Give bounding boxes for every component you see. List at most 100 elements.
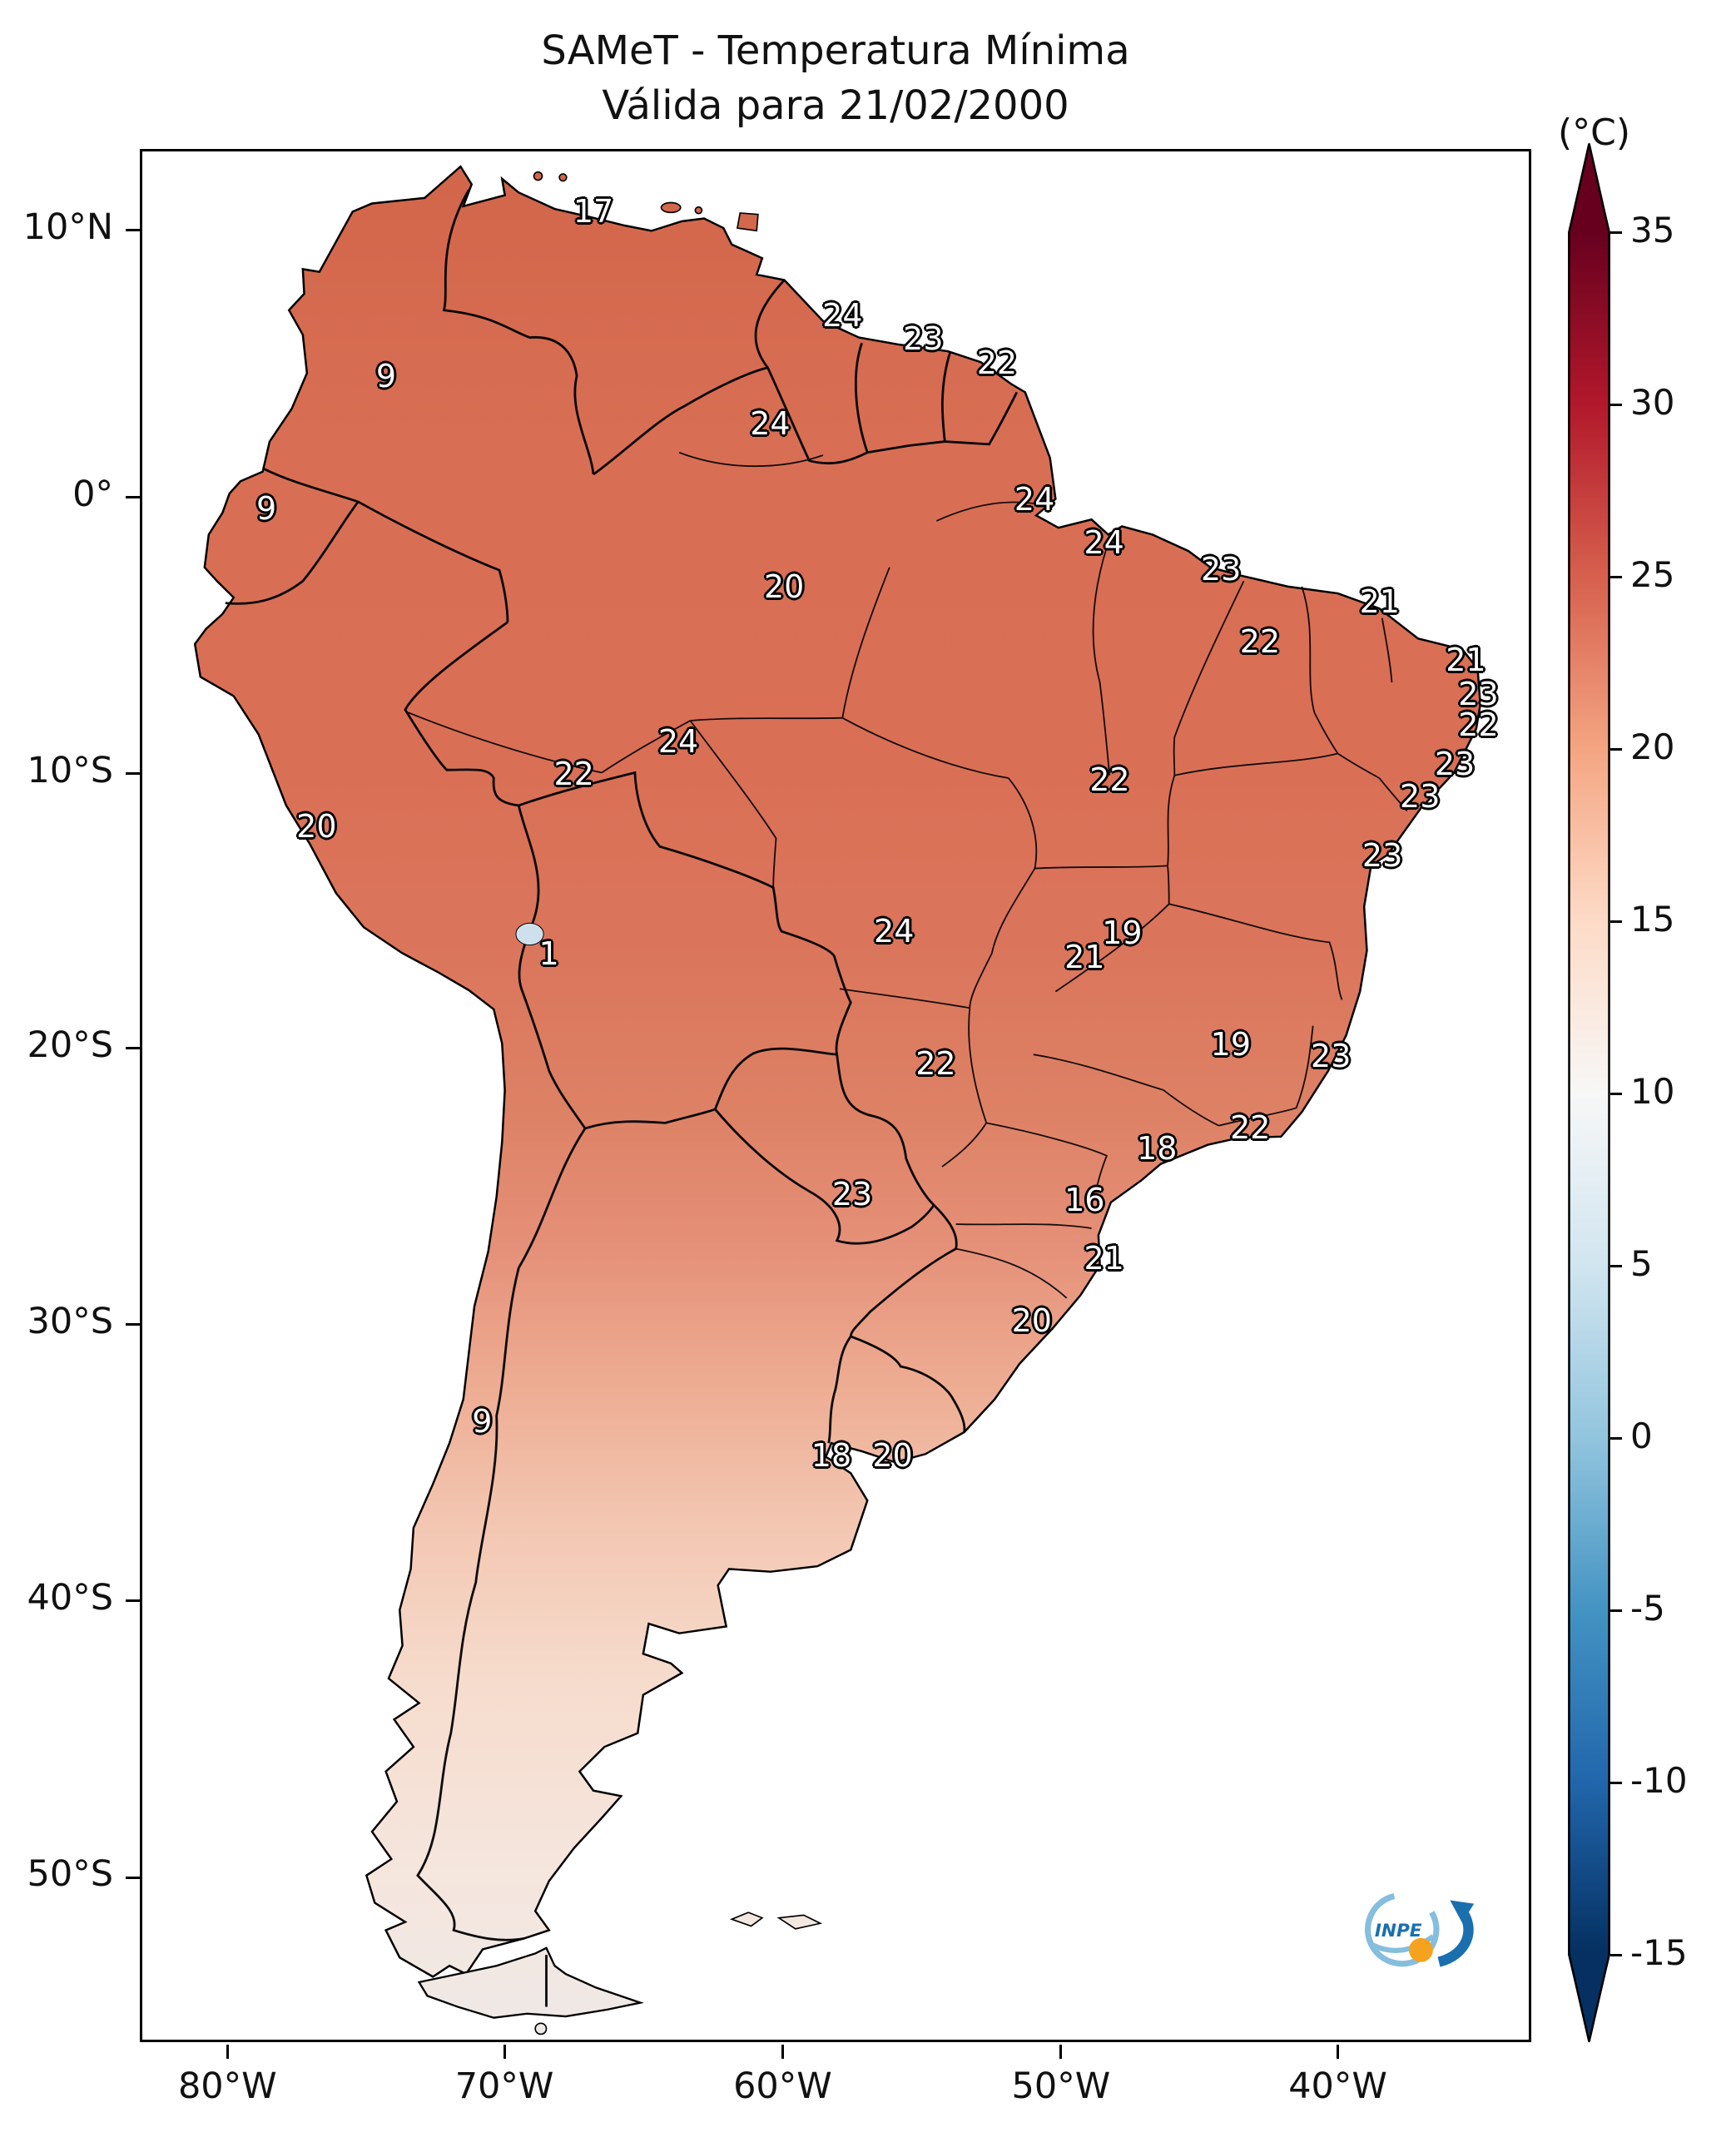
island-trinidad bbox=[736, 212, 759, 232]
colorbar-tick-mark bbox=[1610, 403, 1622, 406]
temp-label: 24 bbox=[822, 297, 863, 335]
x-tick-label: 40°W bbox=[1288, 2065, 1387, 2107]
temp-label: 22 bbox=[1089, 761, 1130, 798]
temp-label: 24 bbox=[657, 723, 699, 761]
colorbar-tick-label: -5 bbox=[1630, 1588, 1665, 1629]
temp-label: 24 bbox=[874, 912, 915, 950]
x-tick-mark bbox=[226, 2045, 229, 2059]
x-tick-label: 70°W bbox=[454, 2065, 554, 2107]
temp-label: 24 bbox=[1014, 480, 1055, 518]
colorbar-extend-max bbox=[1568, 142, 1610, 232]
y-tick-mark bbox=[126, 1047, 140, 1050]
temp-label: 20 bbox=[763, 568, 805, 605]
x-tick-label: 80°W bbox=[177, 2065, 277, 2107]
colorbar-tick-mark bbox=[1610, 1436, 1622, 1440]
colorbar-tick-label: 25 bbox=[1630, 554, 1675, 595]
island-west-falkland bbox=[729, 1912, 764, 1927]
temp-label: 23 bbox=[1200, 551, 1242, 588]
temp-label: 23 bbox=[1311, 1037, 1352, 1074]
temp-label: 18 bbox=[811, 1436, 852, 1474]
country-borders bbox=[225, 189, 1019, 2007]
temp-label: 20 bbox=[872, 1436, 913, 1474]
temp-label: 21 bbox=[1446, 642, 1486, 679]
colorbar-tick-mark bbox=[1610, 920, 1622, 923]
temp-label: 9 bbox=[472, 1402, 493, 1440]
colorbar-tick-mark bbox=[1610, 1953, 1622, 1956]
colorbar bbox=[1568, 142, 1610, 2043]
temp-label: 18 bbox=[1137, 1130, 1178, 1168]
island-bonaire bbox=[558, 173, 568, 182]
x-tick-mark bbox=[1337, 2045, 1340, 2059]
colorbar-tick-label: 15 bbox=[1630, 899, 1675, 940]
y-tick-label: 20°S bbox=[27, 1024, 113, 1066]
temp-label: 21 bbox=[1359, 583, 1400, 620]
colorbar-tick-label: 35 bbox=[1630, 210, 1675, 250]
y-tick-label: 30°S bbox=[27, 1300, 113, 1342]
island-small bbox=[694, 206, 703, 215]
y-tick-label: 10°S bbox=[27, 749, 113, 791]
colorbar-tick-mark bbox=[1610, 747, 1622, 751]
y-tick-label: 50°S bbox=[27, 1853, 113, 1896]
inpe-logo-text: INPE bbox=[1375, 1921, 1422, 1941]
map-subtitle: Válida para 21/02/2000 bbox=[602, 82, 1069, 130]
temp-label: 24 bbox=[750, 404, 791, 442]
islands bbox=[533, 171, 823, 2035]
y-tick-mark bbox=[126, 1323, 140, 1326]
temp-label: 24 bbox=[1084, 524, 1124, 562]
temp-label: 21 bbox=[1064, 939, 1105, 976]
colorbar-gradient bbox=[1568, 232, 1610, 1955]
temp-label: 21 bbox=[1084, 1240, 1124, 1277]
colorbar-tick-label: -10 bbox=[1630, 1760, 1688, 1801]
colorbar-tick-mark bbox=[1610, 231, 1622, 234]
logo-arrowhead bbox=[1450, 1900, 1475, 1923]
y-tick-mark bbox=[126, 1599, 140, 1603]
temp-label: 22 bbox=[1458, 706, 1499, 743]
colorbar-unit-label: (°C) bbox=[1558, 112, 1631, 154]
colorbar-tick-label: -15 bbox=[1630, 1932, 1688, 1973]
colorbar-tick-label: 20 bbox=[1630, 726, 1675, 767]
temp-label: 22 bbox=[976, 345, 1018, 382]
x-tick-mark bbox=[1059, 2045, 1063, 2059]
y-tick-mark bbox=[126, 229, 140, 232]
colorbar-tick-mark bbox=[1610, 575, 1622, 578]
temp-label: 23 bbox=[1362, 836, 1403, 874]
page-title: SAMeT - Temperatura Mínima Válida para 2… bbox=[140, 23, 1531, 133]
island-navarino bbox=[534, 2022, 548, 2035]
colorbar-tick-mark bbox=[1610, 1781, 1622, 1784]
colorbar-tick-label: 5 bbox=[1630, 1243, 1653, 1284]
temp-label: 23 bbox=[831, 1175, 873, 1212]
x-tick-label: 60°W bbox=[733, 2065, 832, 2107]
coastline bbox=[195, 166, 1481, 1976]
inpe-logo-graphic: INPE bbox=[1364, 1892, 1475, 1967]
colorbar-extend-min bbox=[1568, 1955, 1610, 2043]
y-tick-label: 0° bbox=[72, 473, 113, 515]
temp-label: 23 bbox=[1458, 676, 1499, 713]
island-east-falkland bbox=[776, 1914, 823, 1930]
temp-label: 19 bbox=[1102, 914, 1143, 951]
state-borders bbox=[407, 451, 1408, 1299]
x-tick-mark bbox=[781, 2045, 784, 2059]
temp-label: 22 bbox=[553, 755, 594, 792]
colorbar-tick-label: 0 bbox=[1630, 1416, 1653, 1456]
temp-label: 23 bbox=[903, 320, 944, 357]
temp-label: 23 bbox=[1400, 778, 1441, 816]
y-tick-mark bbox=[126, 496, 140, 499]
temp-label: 16 bbox=[1064, 1181, 1105, 1218]
lake-titicaca bbox=[515, 922, 544, 946]
y-tick-label: 40°S bbox=[27, 1576, 113, 1619]
temp-label: 22 bbox=[915, 1044, 956, 1082]
island-curacao bbox=[533, 171, 543, 181]
temp-label: 9 bbox=[256, 490, 277, 528]
temp-label: 1 bbox=[538, 935, 559, 972]
island-margarita bbox=[660, 201, 682, 214]
temp-label: 20 bbox=[296, 808, 337, 845]
y-tick-label: 10°N bbox=[22, 206, 113, 248]
inpe-logo: INPE bbox=[1351, 1876, 1496, 1980]
map-plot: INPE bbox=[140, 149, 1531, 2042]
map-title: SAMeT - Temperatura Mínima bbox=[541, 27, 1130, 74]
logo-orange-dot bbox=[1409, 1937, 1433, 1962]
x-tick-mark bbox=[503, 2045, 506, 2059]
colorbar-tick-label: 10 bbox=[1630, 1071, 1675, 1112]
south-america-map bbox=[142, 151, 1529, 2035]
